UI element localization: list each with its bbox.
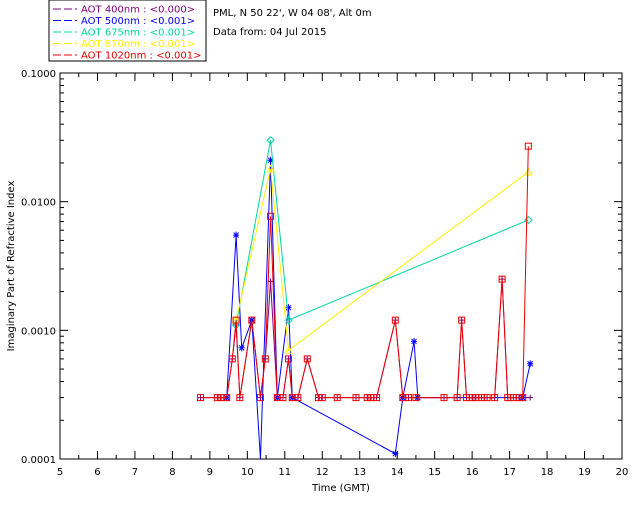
x-tick-label: 17 — [503, 467, 516, 478]
series-layer — [197, 136, 534, 460]
data-point — [404, 394, 412, 402]
data-point — [197, 394, 204, 402]
x-tick-label: 15 — [428, 467, 441, 478]
data-point — [233, 231, 240, 239]
y-tick-label: 0.0010 — [21, 326, 56, 337]
data-point — [318, 394, 326, 402]
x-tick-label: 18 — [541, 467, 554, 478]
x-tick-label: 20 — [616, 467, 629, 478]
x-tick-label: 14 — [391, 467, 404, 478]
data-point — [213, 394, 221, 402]
data-point — [279, 394, 287, 402]
data-point — [524, 215, 533, 225]
series-2 — [223, 156, 534, 460]
x-tick-label: 11 — [278, 467, 291, 478]
series-line — [200, 279, 531, 399]
x-tick-label: 13 — [353, 467, 366, 478]
legend-entry: AOT 500nm : <0.001> — [81, 16, 195, 27]
data-point — [483, 394, 491, 402]
data-point — [266, 164, 275, 173]
data-point — [391, 316, 399, 324]
x-tick-label: 9 — [207, 467, 213, 478]
data-point — [392, 450, 399, 458]
data-point — [303, 355, 311, 363]
data-point — [294, 394, 302, 402]
legend: AOT 400nm : <0.000>AOT 500nm : <0.001>AO… — [48, 0, 207, 62]
y-tick-label: 0.1000 — [21, 69, 56, 80]
data-point — [440, 394, 448, 402]
data-point — [284, 345, 293, 354]
legend-entry: AOT 400nm : <0.000> — [81, 5, 195, 16]
axes: 5 6 7 8 9 10 11 12 13 14 15 16 17 18 19 20 0.0001 0.0010 0… — [21, 69, 628, 478]
x-tick-label: 7 — [132, 467, 138, 478]
data-point — [373, 394, 381, 402]
data-point — [267, 156, 274, 164]
data-point — [267, 212, 275, 220]
data-point — [527, 394, 534, 401]
data-point — [228, 355, 236, 363]
data-point — [524, 142, 532, 150]
x-tick-label: 6 — [94, 467, 100, 478]
data-point — [285, 304, 292, 312]
legend-entry: AOT 870nm : <0.001> — [81, 39, 195, 50]
data-point — [412, 394, 420, 402]
x-tick-label: 10 — [241, 467, 254, 478]
data-point — [236, 394, 244, 402]
y-axis-label: Imaginary Part of Refractive Index — [6, 181, 17, 352]
legend-entry: AOT 675nm : <0.001> — [81, 28, 195, 39]
data-point — [285, 355, 293, 363]
data-point — [523, 167, 533, 176]
x-tick-label: 16 — [466, 467, 479, 478]
x-tick-label: 8 — [169, 467, 175, 478]
data-point — [248, 316, 256, 324]
legend-box — [48, 0, 207, 62]
data-point — [284, 315, 293, 325]
station-info: PML, N 50 22', W 04 08', Alt 0m — [213, 8, 372, 19]
data-point — [333, 394, 341, 402]
data-point — [223, 394, 231, 402]
data-point — [363, 394, 371, 402]
data-point — [266, 136, 275, 145]
data-point — [515, 394, 523, 402]
data-point — [256, 394, 264, 402]
data-point — [352, 394, 360, 402]
series-4 — [231, 164, 533, 354]
data-point — [453, 394, 461, 402]
plot-area — [59, 72, 623, 460]
y-tick-label: 0.0100 — [21, 198, 56, 209]
x-axis-label: Time (GMT) — [311, 483, 370, 494]
data-point — [498, 275, 506, 283]
series-line — [235, 168, 529, 352]
data-point — [491, 394, 499, 402]
data-point — [468, 394, 476, 402]
x-tick-label: 19 — [578, 467, 591, 478]
series-line — [235, 140, 529, 326]
data-point — [411, 337, 418, 345]
data-point — [232, 316, 240, 324]
data-point — [238, 344, 245, 352]
x-tick-label: 12 — [316, 467, 329, 478]
data-point — [315, 394, 323, 402]
series-line — [200, 146, 529, 399]
data-point — [519, 394, 527, 402]
legend-entry: AOT 1020nm : <0.001> — [81, 51, 201, 62]
x-tick-label: 5 — [57, 467, 63, 478]
data-point — [261, 355, 269, 363]
y-tick-label: 0.0001 — [21, 455, 56, 466]
data-point — [527, 360, 534, 368]
series-1 — [197, 276, 534, 401]
series-3 — [231, 136, 533, 330]
data-point — [458, 316, 466, 324]
data-date: Data from: 04 Jul 2015 — [213, 27, 326, 38]
series-5 — [197, 142, 532, 402]
